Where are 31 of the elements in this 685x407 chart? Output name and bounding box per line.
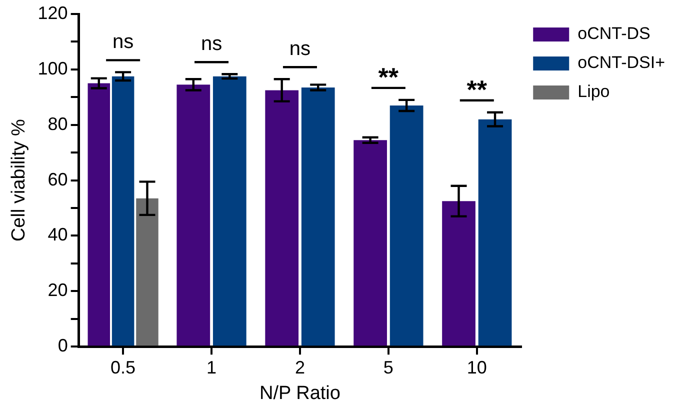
bar: [265, 90, 299, 346]
y-tick-label: 120: [38, 2, 68, 23]
y-tick-label: 100: [38, 58, 68, 78]
x-tick-label: 5: [383, 357, 394, 378]
annotation: **: [378, 62, 400, 92]
x-tick-label: 1: [206, 357, 217, 378]
bar: [136, 198, 158, 346]
annotation: **: [466, 74, 488, 104]
bar: [212, 76, 246, 346]
annotation: ns: [200, 33, 222, 56]
bar: [176, 84, 210, 346]
x-tick-label: 10: [466, 357, 487, 378]
y-tick-label: 80: [48, 114, 68, 134]
y-axis-title: Cell viability %: [8, 118, 30, 242]
bar: [301, 87, 335, 346]
legend-label: oCNT-DS: [578, 24, 650, 44]
x-axis-title: N/P Ratio: [259, 382, 340, 404]
legend-label: Lipo: [578, 82, 610, 102]
y-tick-label: 0: [58, 336, 68, 356]
legend-label: oCNT-DSI+: [578, 53, 666, 72]
x-tick-label: 0.5: [110, 357, 136, 378]
bar: [442, 201, 476, 346]
annotation: ns: [289, 38, 311, 60]
x-tick-label: 2: [294, 357, 305, 378]
bar: [478, 119, 512, 346]
bar: [390, 105, 424, 346]
y-tick-label: 60: [48, 169, 68, 190]
y-tick-label: 40: [48, 224, 68, 245]
y-tick-label: 20: [48, 280, 68, 300]
bar: [354, 140, 387, 346]
annotation: ns: [112, 31, 134, 54]
